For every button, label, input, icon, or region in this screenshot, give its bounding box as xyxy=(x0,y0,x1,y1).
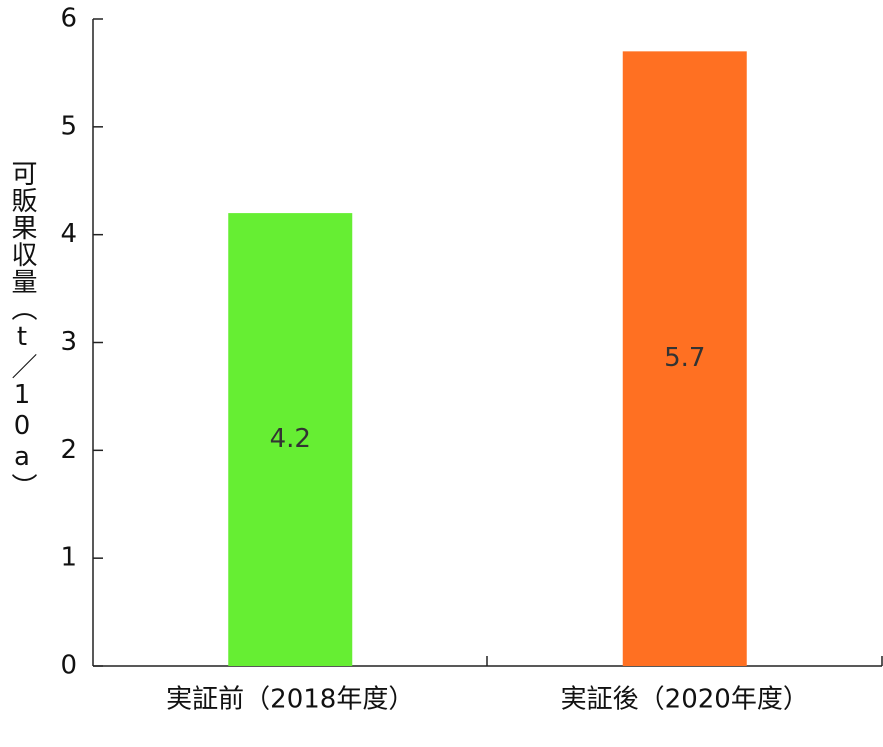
y-axis-label: 可販果収量（t／10a） xyxy=(7,160,37,500)
bar xyxy=(228,213,353,666)
y-tick-label: 2 xyxy=(60,435,77,465)
y-tick-label: 1 xyxy=(60,543,77,573)
x-tick-label: 実証前（2018年度） xyxy=(166,685,414,715)
y-tick-label: 6 xyxy=(60,4,77,34)
y-tick-label: 3 xyxy=(60,327,77,357)
y-tick-label: 5 xyxy=(60,111,77,141)
y-tick-label: 4 xyxy=(60,219,77,249)
bar xyxy=(622,51,747,667)
data-label: 4.2 xyxy=(270,424,311,454)
x-tick-label: 実証後（2020年度） xyxy=(561,685,809,715)
y-tick-label: 0 xyxy=(60,651,77,681)
data-label: 5.7 xyxy=(664,343,705,373)
